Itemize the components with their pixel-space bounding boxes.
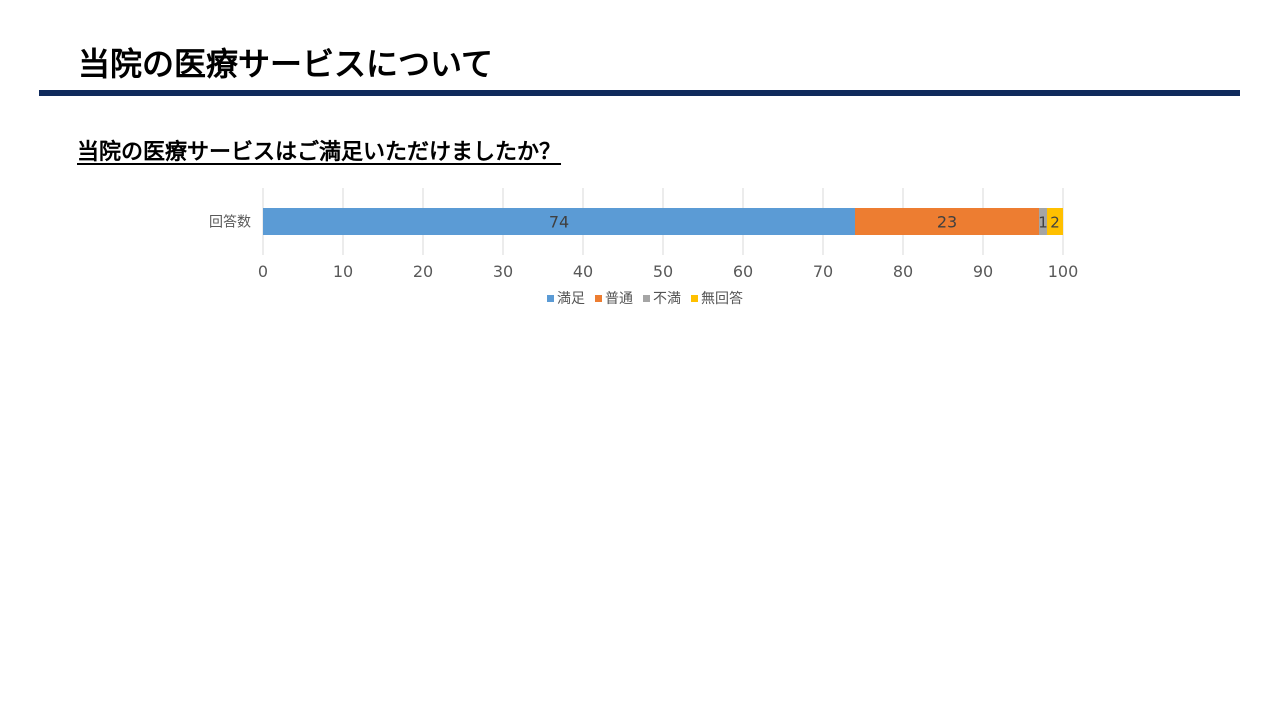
bar-segments — [263, 208, 1063, 235]
slide-title: 当院の医療サービスについて — [78, 45, 494, 83]
x-tick-label: 0 — [258, 262, 268, 281]
data-label: 23 — [937, 213, 957, 232]
survey-question: 当院の医療サービスはご満足いただけましたか？ — [77, 140, 562, 165]
chart-legend: 満足 普通 不満 無回答 — [547, 288, 743, 308]
legend-label: 不満 — [653, 291, 681, 307]
x-tick-label: 90 — [973, 262, 993, 281]
x-tick-label: 80 — [893, 262, 913, 281]
y-axis-categories: 回答数 — [209, 214, 251, 231]
data-labels: 74 23 1 2 — [549, 213, 1060, 232]
legend-swatch — [547, 294, 554, 302]
x-axis-ticks: 0 10 20 30 40 50 60 70 80 90 100 — [258, 262, 1078, 281]
category-label: 回答数 — [209, 214, 251, 231]
legend-item: 満足 — [547, 288, 585, 308]
x-tick-label: 20 — [413, 262, 433, 281]
legend-swatch — [691, 294, 698, 302]
x-tick-label: 40 — [573, 262, 593, 281]
legend-item: 無回答 — [691, 288, 743, 308]
x-tick-label: 30 — [493, 262, 513, 281]
data-label: 1 — [1038, 214, 1048, 232]
legend-label: 無回答 — [701, 291, 743, 307]
x-tick-label: 10 — [333, 262, 353, 281]
bar-segment-満足 — [263, 208, 855, 235]
data-label: 2 — [1050, 214, 1060, 232]
x-tick-label: 70 — [813, 262, 833, 281]
x-tick-label: 100 — [1048, 262, 1079, 281]
x-tick-label: 50 — [653, 262, 673, 281]
data-label: 74 — [549, 213, 569, 232]
bar-segment-無回答 — [1047, 208, 1063, 235]
legend-label: 満足 — [557, 291, 585, 307]
legend-label: 普通 — [605, 291, 633, 307]
legend-swatch — [595, 294, 602, 302]
legend-item: 普通 — [595, 288, 633, 308]
bar-segment-不満 — [1039, 208, 1047, 235]
legend-item: 不満 — [643, 288, 681, 308]
bar-segment-普通 — [855, 208, 1039, 235]
title-divider — [39, 90, 1240, 96]
legend-swatch — [643, 294, 650, 302]
x-tick-label: 60 — [733, 262, 753, 281]
